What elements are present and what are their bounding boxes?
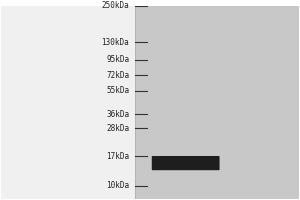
Text: 130kDa: 130kDa: [101, 38, 129, 47]
Text: 72kDa: 72kDa: [106, 71, 129, 80]
FancyBboxPatch shape: [152, 156, 220, 170]
Text: 55kDa: 55kDa: [106, 86, 129, 95]
Text: 10kDa: 10kDa: [106, 181, 129, 190]
Text: 36kDa: 36kDa: [106, 110, 129, 119]
Text: 17kDa: 17kDa: [106, 152, 129, 161]
Text: 95kDa: 95kDa: [106, 55, 129, 64]
Text: 28kDa: 28kDa: [106, 124, 129, 133]
Text: 250kDa: 250kDa: [101, 1, 129, 10]
Bar: [135, 6, 298, 199]
